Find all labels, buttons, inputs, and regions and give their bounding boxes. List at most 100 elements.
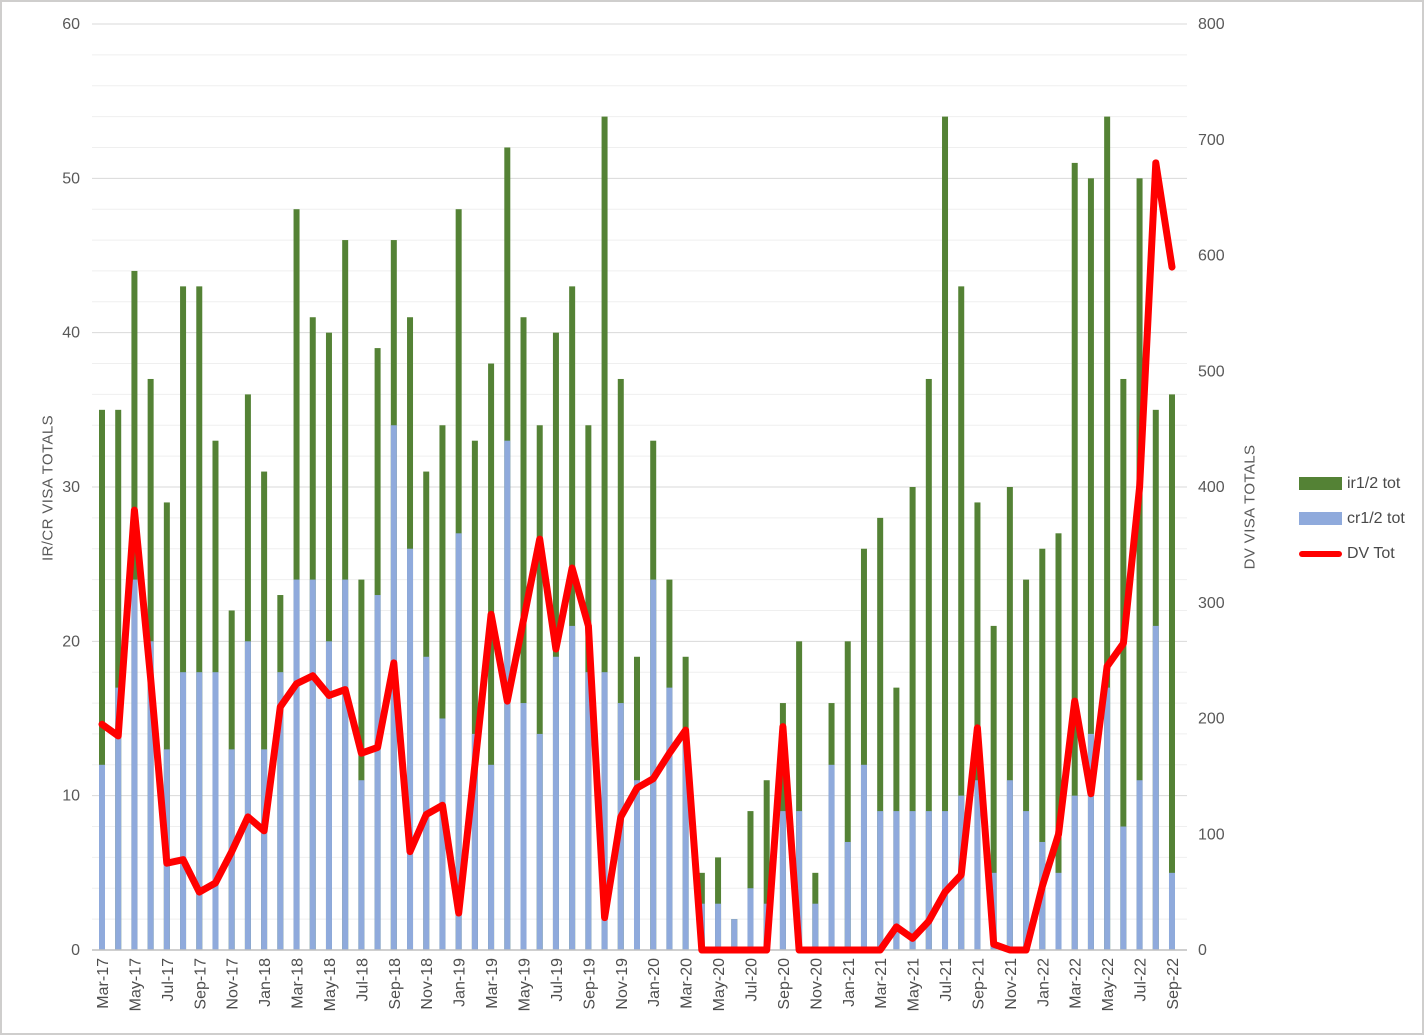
chart-legend: ir1/2 tot cr1/2 tot DV Tot	[1299, 472, 1419, 577]
cr-bar	[1055, 872, 1062, 950]
x-axis-tick-label: Nov-21	[1003, 958, 1020, 1010]
cr-bar	[244, 641, 251, 950]
cr-bar	[1023, 811, 1030, 950]
cr-bar	[1120, 826, 1127, 950]
cr-bar	[471, 733, 478, 950]
dv-series-line-icon	[1299, 550, 1342, 557]
x-axis-tick-label: Mar-19	[484, 958, 501, 1009]
cr-bar	[552, 656, 559, 950]
cr-bar	[455, 533, 462, 950]
ir-bar	[488, 363, 495, 950]
cr-bar	[488, 764, 495, 950]
cr-bar	[196, 672, 203, 950]
cr-bar	[860, 764, 867, 950]
right-axis-tick-label: 700	[1198, 132, 1225, 149]
cr-bar	[325, 641, 332, 950]
ir-bar	[747, 811, 754, 950]
cr-bar	[779, 811, 786, 950]
x-axis-tick-label: Mar-20	[679, 958, 696, 1009]
x-axis-tick-label: Nov-18	[419, 958, 436, 1010]
cr-bar	[731, 919, 738, 950]
cr-bar	[893, 811, 900, 950]
cr-bar	[682, 733, 689, 950]
ir-series-swatch-icon	[1299, 477, 1342, 490]
right-axis-tick-label: 400	[1198, 479, 1225, 496]
cr-bar	[1136, 780, 1143, 950]
ir-bar	[942, 116, 949, 951]
cr-bar	[569, 625, 576, 950]
cr-bar	[374, 595, 381, 950]
ir-bar	[601, 116, 608, 951]
x-axis-tick-label: Mar-18	[290, 958, 307, 1009]
ir-bar	[358, 579, 365, 950]
cr-series-swatch-icon	[1299, 512, 1342, 525]
ir-bar	[763, 780, 770, 950]
ir-bar	[925, 378, 932, 950]
legend-label-cr: cr1/2 tot	[1347, 509, 1405, 527]
ir-bar	[796, 641, 803, 950]
x-axis-tick-label: Sep-21	[970, 958, 987, 1010]
ir-bar	[163, 502, 170, 950]
ir-bar	[1104, 116, 1111, 951]
cr-bar	[974, 780, 981, 950]
left-axis-tick-label: 30	[62, 479, 80, 496]
x-axis-tick-label: Jul-19	[549, 958, 566, 1002]
ir-bar	[1039, 548, 1046, 950]
x-axis-tick-label: Jan-19	[452, 958, 469, 1007]
cr-bar	[1087, 733, 1094, 950]
ir-bar	[958, 286, 965, 950]
right-axis-title: DV VISA TOTALS	[1241, 444, 1259, 570]
ir-bar	[1136, 178, 1143, 951]
ir-bar	[1071, 162, 1078, 950]
cr-bar	[828, 764, 835, 950]
x-axis-tick-label: Sep-18	[387, 958, 404, 1010]
cr-bar	[1152, 625, 1159, 950]
ir-bar	[536, 425, 543, 950]
x-axis-tick-label: Mar-22	[1068, 958, 1085, 1009]
x-axis-tick-label: May-20	[711, 958, 728, 1011]
x-axis-tick-label: Jan-21	[841, 958, 858, 1007]
cr-bar	[666, 687, 673, 950]
cr-bar	[261, 749, 268, 950]
left-axis-tick-label: 40	[62, 325, 80, 342]
x-axis-tick-label: Sep-20	[776, 958, 793, 1010]
x-axis-tick-label: Sep-22	[1165, 958, 1182, 1010]
cr-bar	[650, 579, 657, 950]
x-axis-tick-label: Nov-17	[225, 958, 242, 1010]
x-axis-tick-label: May-18	[322, 958, 339, 1011]
cr-bar	[536, 733, 543, 950]
x-axis-tick-label: Jul-18	[354, 958, 371, 1002]
cr-bar	[520, 703, 527, 950]
right-axis-tick-label: 100	[1198, 826, 1225, 843]
ir-bar	[439, 425, 446, 950]
x-axis-tick-label: Nov-19	[614, 958, 631, 1010]
cr-bar	[633, 780, 640, 950]
cr-bar	[909, 811, 916, 950]
cr-bar	[925, 811, 932, 950]
x-axis-tick-label: Jan-18	[257, 958, 274, 1007]
ir-bar	[1120, 378, 1127, 950]
ir-bar	[1087, 178, 1094, 951]
cr-bar	[942, 811, 949, 950]
ir-bar	[909, 487, 916, 950]
cr-bar	[293, 579, 300, 950]
cr-bar	[747, 888, 754, 950]
cr-bar	[585, 672, 592, 950]
dv-line	[98, 159, 1176, 954]
right-axis-tick-label: 200	[1198, 711, 1225, 728]
x-axis-tick-label: Nov-20	[808, 958, 825, 1010]
ir-bar	[471, 440, 478, 950]
x-axis-tick-label: Mar-21	[873, 958, 890, 1009]
ir-bar	[569, 286, 576, 950]
cr-bar	[1104, 687, 1111, 950]
ir-bar	[1168, 394, 1175, 950]
legend-item-dv: DV Tot	[1299, 542, 1419, 565]
x-axis-tick-label: Jul-17	[160, 958, 177, 1002]
ir-bar	[860, 548, 867, 950]
ir-bar	[180, 286, 187, 950]
left-axis-tick-label: 10	[62, 788, 80, 805]
cr-bar	[342, 579, 349, 950]
right-axis-tick-label: 300	[1198, 595, 1225, 612]
ir-bar	[1006, 487, 1013, 950]
x-axis-tick-label: Jan-20	[646, 958, 663, 1007]
